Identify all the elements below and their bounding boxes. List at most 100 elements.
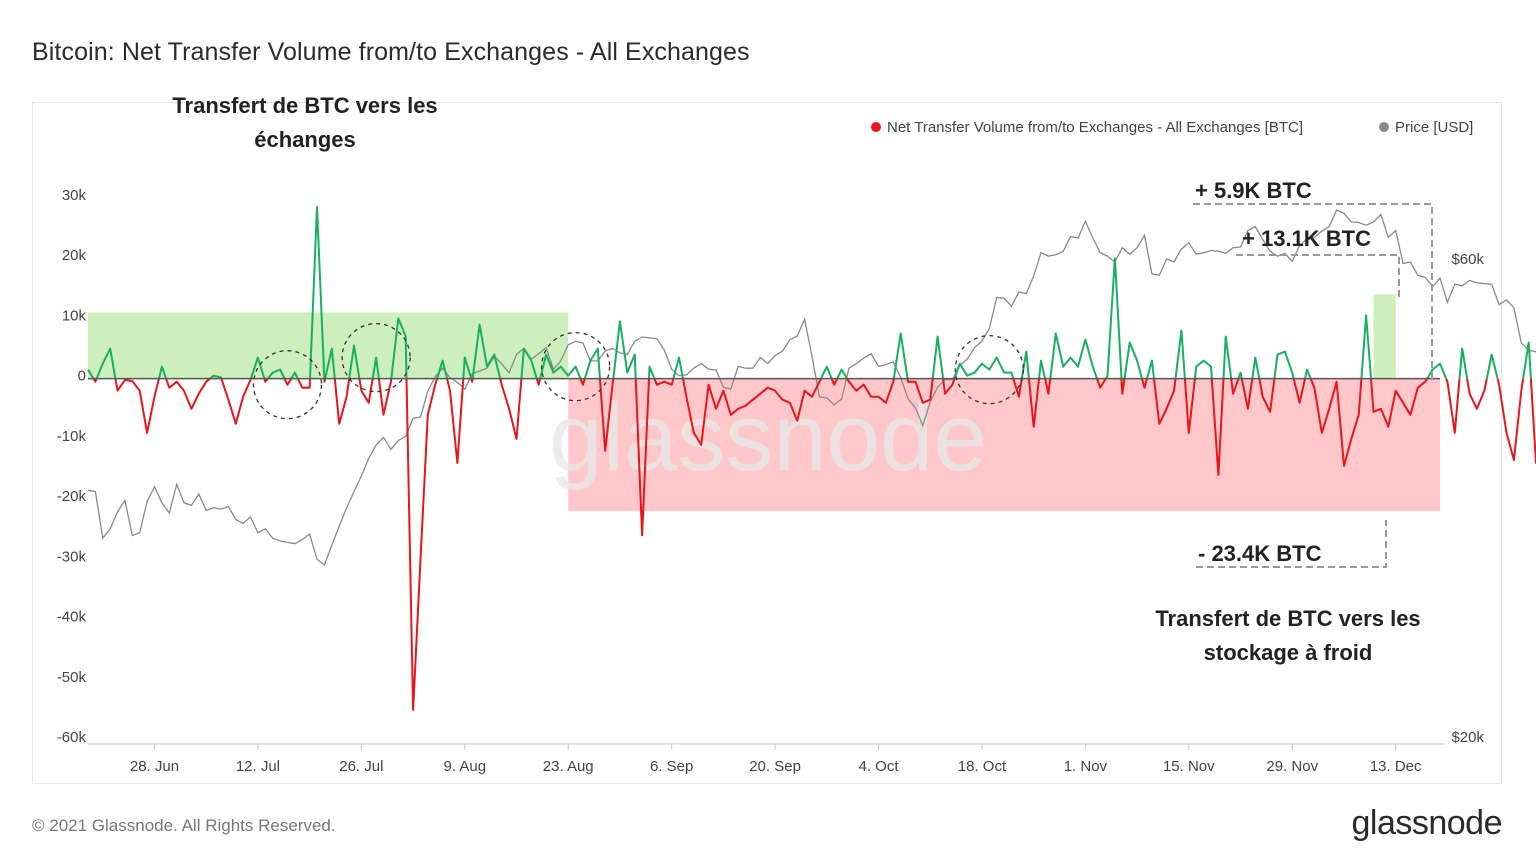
net-transfer-segment [612, 320, 637, 379]
net-transfer-segment [1273, 350, 1295, 379]
net-transfer-segment [470, 378, 474, 383]
net-transfer-segment [830, 378, 839, 386]
net-transfer-segment [1044, 378, 1052, 395]
price-tick-label: $60k [1451, 251, 1484, 268]
net-transfer-segment [333, 378, 351, 425]
y-tick-label: -60k [57, 729, 87, 746]
net-transfer-segment [1230, 378, 1240, 395]
net-transfer-segment [323, 378, 327, 383]
zone-positive-2 [1373, 294, 1396, 379]
net-transfer-segment [157, 365, 168, 380]
net-transfer-segment [1240, 378, 1254, 410]
net-transfer-segment [324, 347, 336, 379]
net-transfer-segment [114, 378, 160, 434]
net-transfer-segment [653, 378, 675, 386]
legend-label-price: Price [USD] [1395, 119, 1473, 136]
legend: Net Transfer Volume from/to Exchanges - … [871, 119, 1473, 136]
net-transfer-segment [1210, 378, 1225, 476]
price-tick-label: $20k [1451, 729, 1484, 746]
x-tick-label: 20. Sep [749, 758, 801, 775]
net-transfer-segment [682, 378, 822, 446]
x-tick-label: 1. Nov [1064, 758, 1108, 775]
net-transfer-segment [95, 347, 117, 380]
net-transfer-segment [672, 356, 684, 379]
net-transfer-segment [1445, 378, 1461, 434]
annotation-exchanges-line-1: Transfert de BTC vers les [172, 93, 437, 118]
net-transfer-segment [1038, 359, 1047, 379]
highlight-circle [540, 331, 611, 402]
net-transfer-segment [471, 323, 502, 379]
net-transfer-segment [1027, 378, 1040, 428]
net-transfer-segment [1309, 378, 1363, 467]
net-transfer-segment [539, 353, 582, 380]
net-transfer-segment [436, 359, 449, 379]
net-transfer-segment [462, 356, 473, 379]
highlight-circle [954, 334, 1024, 405]
net-transfer-segment [165, 377, 211, 410]
net-transfer-segment [1153, 378, 1177, 425]
net-transfer-segment [267, 368, 286, 380]
net-transfer-segment [1141, 378, 1148, 389]
bracket-line [1196, 520, 1387, 568]
net-transfer-segment [1049, 332, 1098, 380]
y-tick-label: 10k [62, 307, 87, 324]
net-transfer-segment [1120, 378, 1126, 395]
net-transfer-segment [220, 378, 252, 425]
bracket-line [1193, 203, 1433, 380]
net-transfer-segment [942, 378, 956, 395]
y-tick-label: -30k [57, 548, 87, 565]
bracket-label: + 5.9K BTC [1195, 178, 1312, 203]
bracket-label: - 23.4K BTC [1198, 541, 1322, 566]
net-transfer-segment [1466, 378, 1488, 410]
net-transfer-segment [1251, 356, 1261, 379]
net-transfer-segment [648, 365, 656, 380]
chart-title: Bitcoin: Net Transfer Volume from/to Exc… [32, 38, 750, 66]
price-layer [87, 209, 1536, 567]
net-transfer-segment [1145, 359, 1155, 379]
net-transfer-segment [598, 378, 615, 452]
highlight-circles [252, 322, 1024, 420]
y-tick-label: -40k [57, 609, 87, 626]
net-transfer-segment [1174, 329, 1186, 379]
net-transfer-segment [1012, 378, 1023, 398]
y-tick-label: -10k [57, 428, 87, 445]
net-transfer-segment [263, 378, 269, 383]
net-transfer-segment [1193, 359, 1213, 379]
legend-dot-net-transfer [871, 122, 881, 132]
y-tick-label: -20k [57, 488, 87, 505]
net-transfer-segment [1258, 378, 1276, 413]
net-transfer-segment [1104, 257, 1123, 380]
net-transfer-segment [1304, 368, 1312, 380]
x-tick-label: 13. Dec [1370, 758, 1422, 775]
net-transfer-segment [371, 356, 380, 379]
net-transfer-segment [377, 378, 393, 416]
net-transfer-segment [249, 356, 266, 380]
x-tick-label: 23. Aug [543, 758, 594, 775]
watermark: glassnode [549, 384, 987, 491]
net-transfer-segment [1370, 378, 1428, 428]
x-tick-label: 15. Nov [1163, 758, 1215, 775]
net-transfer-segment [283, 378, 293, 386]
annotation-cold-storage-line-1: Transfert de BTC vers les [1155, 606, 1420, 631]
glassnode-logo: glassnode [1351, 804, 1502, 842]
y-tick-label: 20k [62, 247, 87, 264]
net-transfer-segment [405, 378, 439, 711]
annotation-cold-storage-line-2: stockage à froid [1204, 640, 1373, 665]
legend-label-net-transfer: Net Transfer Volume from/to Exchanges - … [887, 119, 1303, 136]
copyright-text: © 2021 Glassnode. All Rights Reserved. [32, 816, 336, 835]
net-transfer-segment [1522, 341, 1532, 379]
net-transfer-segment [846, 378, 895, 404]
net-transfer-segment [1123, 341, 1143, 379]
net-transfer-segment [446, 378, 465, 464]
net-transfer-segment [836, 368, 848, 380]
y-tick-label: -50k [57, 669, 87, 686]
net-transfer-segment [1222, 335, 1233, 379]
net-transfer-segment [892, 332, 909, 379]
net-transfer-segment [953, 356, 1015, 380]
net-transfer-segment [1237, 371, 1243, 380]
x-tick-label: 29. Nov [1266, 758, 1318, 775]
net-transfer-segment [634, 378, 650, 537]
net-transfer-segment [1183, 378, 1196, 434]
net-transfer-segment [1485, 353, 1499, 379]
